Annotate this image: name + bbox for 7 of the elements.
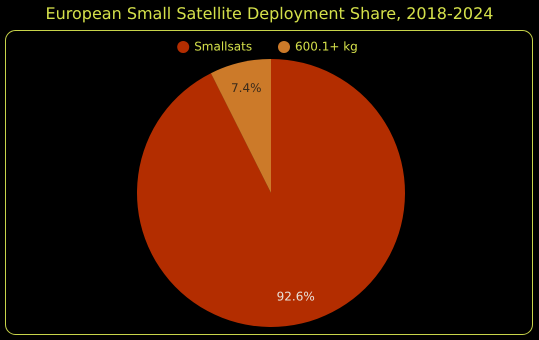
legend-label: 600.1+ kg: [295, 39, 358, 54]
chart-title: European Small Satellite Deployment Share, 2018-2024: [46, 4, 494, 23]
pie-slice: [210, 59, 271, 193]
legend-label: Smallsats: [194, 39, 252, 54]
pie-slice: [137, 59, 405, 327]
data-label: 7.4%: [231, 80, 262, 95]
data-label: 92.6%: [276, 290, 315, 304]
